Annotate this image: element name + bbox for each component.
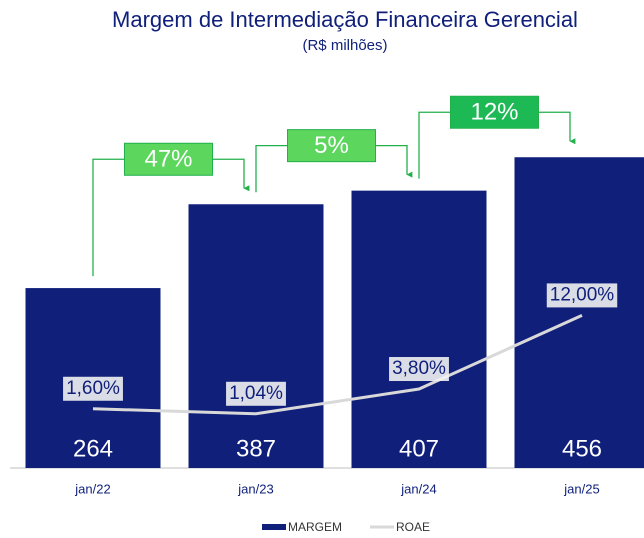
label-box xyxy=(546,283,618,308)
chart-title: Margem de Intermediação Financeira Geren… xyxy=(112,7,578,32)
x-tick-label: jan/23 xyxy=(237,481,273,496)
x-tick-label: jan/22 xyxy=(74,481,110,496)
bar-value-label: 264 xyxy=(73,435,113,462)
line-value-label: 12,00% xyxy=(550,284,615,305)
legend-label: ROAE xyxy=(396,520,430,534)
growth-box xyxy=(124,142,213,176)
growth-label: 47% xyxy=(144,146,192,173)
label-box xyxy=(63,376,123,401)
bar xyxy=(188,204,324,468)
bar xyxy=(351,190,487,469)
growth-label: 5% xyxy=(314,132,349,159)
legend-label: MARGEM xyxy=(288,520,342,534)
growth-box xyxy=(450,95,539,129)
line-value-label: 3,80% xyxy=(392,358,446,379)
x-tick-label: jan/24 xyxy=(400,481,436,496)
growth-label: 12% xyxy=(470,99,518,126)
growth-box xyxy=(287,129,376,163)
bar-value-label: 387 xyxy=(236,435,276,462)
line xyxy=(92,314,583,416)
chart-subtitle: (R$ milhões) xyxy=(302,37,387,54)
x-tick-label: jan/25 xyxy=(563,481,599,496)
line-value-label: 1,04% xyxy=(229,383,283,404)
bar-value-label: 456 xyxy=(562,435,602,462)
bar xyxy=(514,157,644,468)
legend-swatch xyxy=(262,524,286,530)
bar-value-label: 407 xyxy=(399,435,439,462)
label-box xyxy=(389,357,449,382)
label-box xyxy=(226,381,286,406)
line-value-label: 1,60% xyxy=(66,378,120,399)
